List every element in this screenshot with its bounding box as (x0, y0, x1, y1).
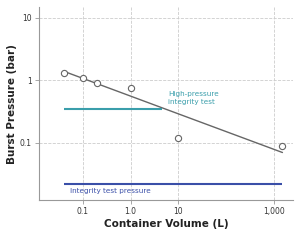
Point (128, 86, 133, 90)
Point (95, 81, 100, 85)
Point (176, 136, 181, 140)
Point (80, 76, 85, 80)
Y-axis label: Burst Pressure (bar): Burst Pressure (bar) (7, 44, 17, 164)
Point (61, 71, 66, 75)
X-axis label: Container Volume (L): Container Volume (L) (103, 219, 228, 229)
Text: High-pressure
integrity test: High-pressure integrity test (168, 91, 218, 105)
Text: Integrity test pressure: Integrity test pressure (70, 188, 151, 194)
Point (280, 144, 285, 148)
